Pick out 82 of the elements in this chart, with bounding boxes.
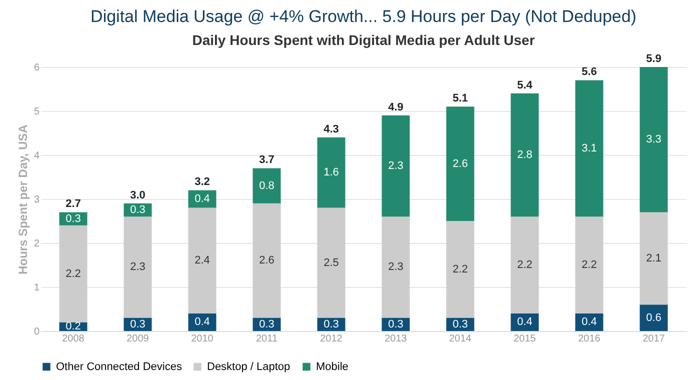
- data-label: 0.3: [324, 318, 339, 330]
- x-tick-label: 2012: [320, 334, 343, 344]
- bar: [59, 225, 88, 322]
- x-tick-label: 2017: [642, 334, 666, 344]
- bar: [188, 190, 216, 208]
- data-label: 0.8: [259, 180, 274, 192]
- total-label: 5.4: [517, 79, 534, 92]
- data-label: 0.4: [194, 193, 210, 205]
- total-label: 3.0: [130, 189, 146, 202]
- y-tick-label: 6: [34, 62, 40, 74]
- x-tick-label: 2010: [191, 334, 214, 344]
- total-label: 5.9: [646, 53, 662, 65]
- x-tick-label: 2008: [62, 334, 85, 344]
- legend-label: Mobile: [316, 360, 348, 373]
- data-label: 2.3: [388, 160, 404, 172]
- y-tick-label: 5: [34, 106, 40, 118]
- data-label: 0.3: [66, 212, 81, 225]
- data-label: 0.3: [130, 318, 146, 330]
- data-label: 3.1: [582, 142, 597, 154]
- data-label: 0.4: [582, 316, 597, 328]
- bar: [640, 304, 668, 331]
- x-tick-label: 2014: [449, 334, 472, 344]
- y-axis-title: Hours Spent per Day, USA: [16, 124, 30, 274]
- data-label: 2.2: [452, 263, 468, 276]
- bar: [252, 168, 281, 204]
- x-tick-label: 2009: [126, 334, 150, 344]
- total-label: 2.7: [66, 198, 81, 210]
- bar: [510, 216, 539, 314]
- data-label: 2.3: [130, 261, 146, 274]
- legend-label: Desktop / Laptop: [207, 360, 290, 373]
- y-tick-label: 0: [34, 326, 40, 338]
- chart-title: Digital Media Usage @ +4% Growth... 5.9 Hours per Day (Not Deduped): [90, 7, 636, 26]
- data-label: 0.3: [452, 318, 468, 330]
- bar: [252, 203, 281, 318]
- total-label: 5.1: [452, 92, 468, 105]
- data-label: 0.3: [388, 318, 404, 330]
- data-label: 2.5: [324, 256, 339, 269]
- data-label: 2.2: [517, 259, 532, 271]
- data-label: 0.4: [517, 316, 532, 328]
- bar: [124, 216, 152, 318]
- data-label: 0.6: [646, 312, 662, 324]
- bar: [317, 208, 346, 318]
- data-label: 2.2: [582, 259, 597, 271]
- chart-subtitle: Daily Hours Spent with Digital Media per Adult User: [192, 32, 536, 48]
- bar: [575, 80, 604, 217]
- data-label: 0.4: [194, 316, 210, 328]
- bar: [510, 93, 539, 217]
- x-tick-label: 2016: [578, 334, 601, 344]
- data-label: 2.8: [517, 149, 532, 161]
- bar: [317, 137, 346, 208]
- bar: [640, 67, 668, 212]
- total-label: 5.6: [582, 66, 597, 78]
- data-label: 2.2: [66, 268, 81, 280]
- total-label: 4.3: [324, 123, 339, 136]
- data-label: 0.3: [259, 318, 274, 330]
- total-label: 3.2: [194, 176, 210, 188]
- bar: [575, 216, 604, 314]
- legend-label: Other Connected Devices: [56, 360, 182, 373]
- total-label: 4.9: [388, 101, 404, 114]
- bar: [188, 208, 216, 314]
- bar: [446, 221, 474, 318]
- bar: [640, 212, 668, 305]
- data-label: 2.6: [452, 158, 468, 170]
- total-label: 3.7: [259, 154, 274, 166]
- y-tick-label: 1: [34, 282, 40, 294]
- y-tick-label: 4: [34, 150, 40, 162]
- y-tick-label: 2: [34, 238, 40, 250]
- bar: [382, 216, 410, 318]
- data-label: 2.3: [388, 261, 404, 274]
- data-label: 2.6: [259, 254, 274, 267]
- bar: [382, 115, 410, 217]
- data-label: 0.3: [130, 204, 146, 216]
- bar: [446, 106, 474, 221]
- x-tick-label: 2013: [384, 334, 408, 344]
- data-label: 2.1: [646, 252, 662, 264]
- x-tick-label: 2015: [514, 334, 536, 344]
- x-tick-label: 2011: [256, 334, 278, 344]
- data-label: 2.4: [194, 254, 210, 267]
- data-label: 0.2: [66, 320, 81, 333]
- y-tick-label: 3: [34, 194, 40, 206]
- data-label: 3.3: [646, 134, 662, 146]
- data-label: 1.6: [324, 166, 339, 179]
